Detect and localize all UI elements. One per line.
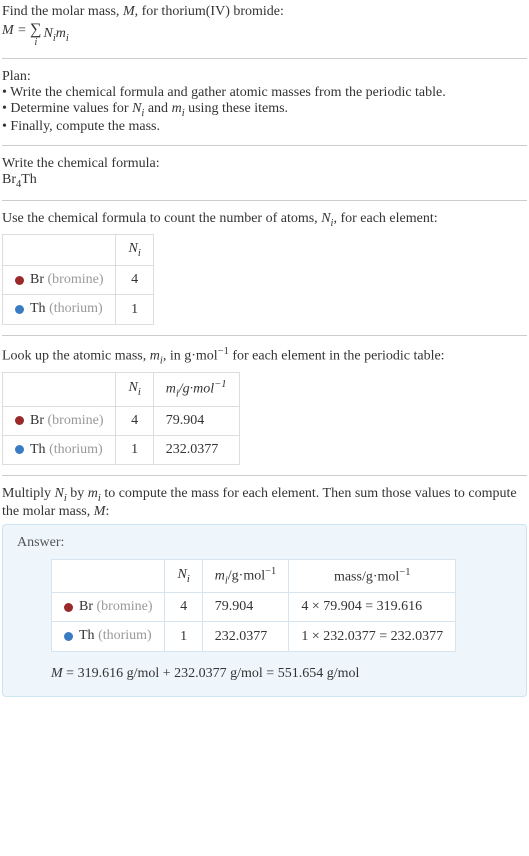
n-value: 1 — [116, 435, 153, 464]
element-symbol: Br — [79, 599, 93, 614]
element-symbol: Th — [30, 301, 46, 316]
element-symbol: Br — [30, 413, 44, 428]
element-symbol: Th — [79, 628, 95, 643]
final-value: = 319.616 g/mol + 232.0377 g/mol = 551.6… — [63, 666, 360, 681]
header-empty — [3, 373, 116, 406]
n-value: 1 — [116, 295, 153, 324]
text: Find the molar mass, — [2, 4, 123, 19]
m-value: 232.0377 — [153, 435, 239, 464]
table-header-row: Ni — [3, 235, 154, 266]
sigma-index: i — [34, 38, 37, 48]
element-name: (thorium) — [49, 442, 103, 457]
element-name: (bromine) — [48, 272, 104, 287]
var-m: M — [51, 666, 63, 681]
header-mass: mass/g·mol−1 — [289, 559, 456, 592]
sigma-icon: ∑i — [30, 22, 41, 48]
plan-bullet-1: • Write the chemical formula and gather … — [2, 85, 527, 101]
var-m: M — [123, 4, 135, 19]
header-n: Ni — [116, 235, 153, 266]
answer-title: Answer: — [17, 535, 512, 551]
element-symbol: Th — [30, 442, 46, 457]
compute-section: Multiply Ni by mi to compute the mass fo… — [2, 486, 527, 697]
formula-title: Write the chemical formula: — [2, 156, 527, 172]
chemical-formula: Br4Th — [2, 172, 527, 190]
atomic-mass-table: Ni mi/g·mol−1 Br (bromine) 4 79.904 Th (… — [2, 372, 240, 465]
table-row: Br (bromine) 4 — [3, 266, 154, 295]
summation: ∑iNimi — [30, 22, 69, 48]
count-text: Use the chemical formula to count the nu… — [2, 211, 527, 229]
element-cell: Br (bromine) — [52, 593, 165, 622]
element-dot-icon — [15, 445, 24, 454]
problem-statement: Find the molar mass, M, for thorium(IV) … — [2, 4, 527, 48]
element-cell: Th (thorium) — [3, 295, 116, 324]
element-name: (bromine) — [97, 599, 153, 614]
sigma: ∑ — [30, 22, 41, 38]
element-name: (thorium) — [49, 301, 103, 316]
plan-bullet-3: • Finally, compute the mass. — [2, 119, 527, 135]
divider — [2, 145, 527, 146]
answer-content: Ni mi/g·mol−1 mass/g·mol−1 Br (bromine) … — [17, 559, 512, 682]
plan-bullet-2: • Determine values for Ni and mi using t… — [2, 101, 527, 119]
element-dot-icon — [15, 416, 24, 425]
header-n: Ni — [116, 373, 153, 406]
m-value: 79.904 — [153, 406, 239, 435]
header-m: mi/g·mol−1 — [153, 373, 239, 406]
atom-count-table: Ni Br (bromine) 4 Th (thorium) 1 — [2, 234, 154, 324]
element-dot-icon — [64, 603, 73, 612]
element-dot-icon — [64, 632, 73, 641]
n-value: 4 — [165, 593, 202, 622]
table-row: Th (thorium) 1 232.0377 1 × 232.0377 = 2… — [52, 622, 456, 651]
divider — [2, 475, 527, 476]
problem-line1: Find the molar mass, M, for thorium(IV) … — [2, 4, 527, 20]
molar-mass-equation: M = ∑iNimi — [2, 22, 527, 48]
table-row: Br (bromine) 4 79.904 — [3, 406, 240, 435]
answer-box: Answer: Ni mi/g·mol−1 mass/g·mol−1 Br (b… — [2, 524, 527, 697]
n-value: 4 — [116, 406, 153, 435]
atomic-mass-section: Look up the atomic mass, mi, in g·mol−1 … — [2, 346, 527, 465]
plan-section: Plan: • Write the chemical formula and g… — [2, 69, 527, 135]
element-name: (bromine) — [48, 413, 104, 428]
element-cell: Th (thorium) — [52, 622, 165, 651]
table-row: Th (thorium) 1 — [3, 295, 154, 324]
mass-calc: 4 × 79.904 = 319.616 — [289, 593, 456, 622]
divider — [2, 200, 527, 201]
compute-text: Multiply Ni by mi to compute the mass fo… — [2, 486, 527, 520]
n-value: 4 — [116, 266, 153, 295]
final-molar-mass: M = 319.616 g/mol + 232.0377 g/mol = 551… — [51, 666, 512, 682]
n-value: 1 — [165, 622, 202, 651]
element-dot-icon — [15, 276, 24, 285]
m-value: 79.904 — [202, 593, 289, 622]
table-row: Br (bromine) 4 79.904 4 × 79.904 = 319.6… — [52, 593, 456, 622]
term-m: mi — [56, 26, 69, 44]
table-header-row: Ni mi/g·mol−1 — [3, 373, 240, 406]
plan-title: Plan: — [2, 69, 527, 85]
table-header-row: Ni mi/g·mol−1 mass/g·mol−1 — [52, 559, 456, 592]
element-name: (thorium) — [98, 628, 152, 643]
term-n: Ni — [44, 26, 56, 44]
chemical-formula-section: Write the chemical formula: Br4Th — [2, 156, 527, 190]
element-cell: Br (bromine) — [3, 266, 116, 295]
element-cell: Th (thorium) — [3, 435, 116, 464]
element-symbol: Br — [30, 272, 44, 287]
eq-eq: = — [14, 23, 30, 38]
atom-count-section: Use the chemical formula to count the nu… — [2, 211, 527, 325]
header-m: mi/g·mol−1 — [202, 559, 289, 592]
element-cell: Br (bromine) — [3, 406, 116, 435]
table-row: Th (thorium) 1 232.0377 — [3, 435, 240, 464]
element-dot-icon — [15, 305, 24, 314]
header-empty — [3, 235, 116, 266]
text: , for thorium(IV) bromide: — [135, 4, 284, 19]
header-empty — [52, 559, 165, 592]
divider — [2, 335, 527, 336]
divider — [2, 58, 527, 59]
eq-lhs: M — [2, 23, 14, 38]
mass-calc: 1 × 232.0377 = 232.0377 — [289, 622, 456, 651]
answer-table: Ni mi/g·mol−1 mass/g·mol−1 Br (bromine) … — [51, 559, 456, 652]
m-value: 232.0377 — [202, 622, 289, 651]
mass-text: Look up the atomic mass, mi, in g·mol−1 … — [2, 346, 527, 366]
header-n: Ni — [165, 559, 202, 592]
